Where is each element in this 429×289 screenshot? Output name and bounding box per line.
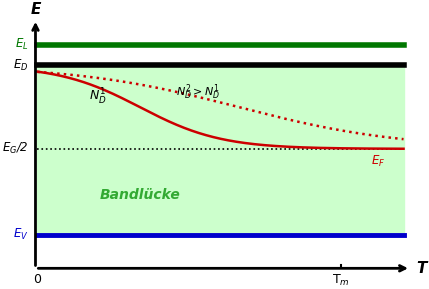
Text: $E_F$: $E_F$: [371, 154, 385, 169]
Text: T$_m$: T$_m$: [332, 273, 350, 288]
Text: $N_D^1$: $N_D^1$: [89, 87, 106, 107]
Text: $E_L$: $E_L$: [15, 37, 28, 52]
Text: $N_D^2 > N_D^1$: $N_D^2 > N_D^1$: [176, 82, 221, 102]
Text: $E_G$/2: $E_G$/2: [2, 141, 28, 156]
Text: T: T: [417, 261, 427, 276]
Text: $E_D$: $E_D$: [13, 58, 28, 73]
Text: $E_V$: $E_V$: [12, 227, 28, 242]
Text: Bandlücke: Bandlücke: [100, 188, 180, 202]
Text: E: E: [30, 2, 41, 17]
Text: 0: 0: [33, 273, 41, 286]
